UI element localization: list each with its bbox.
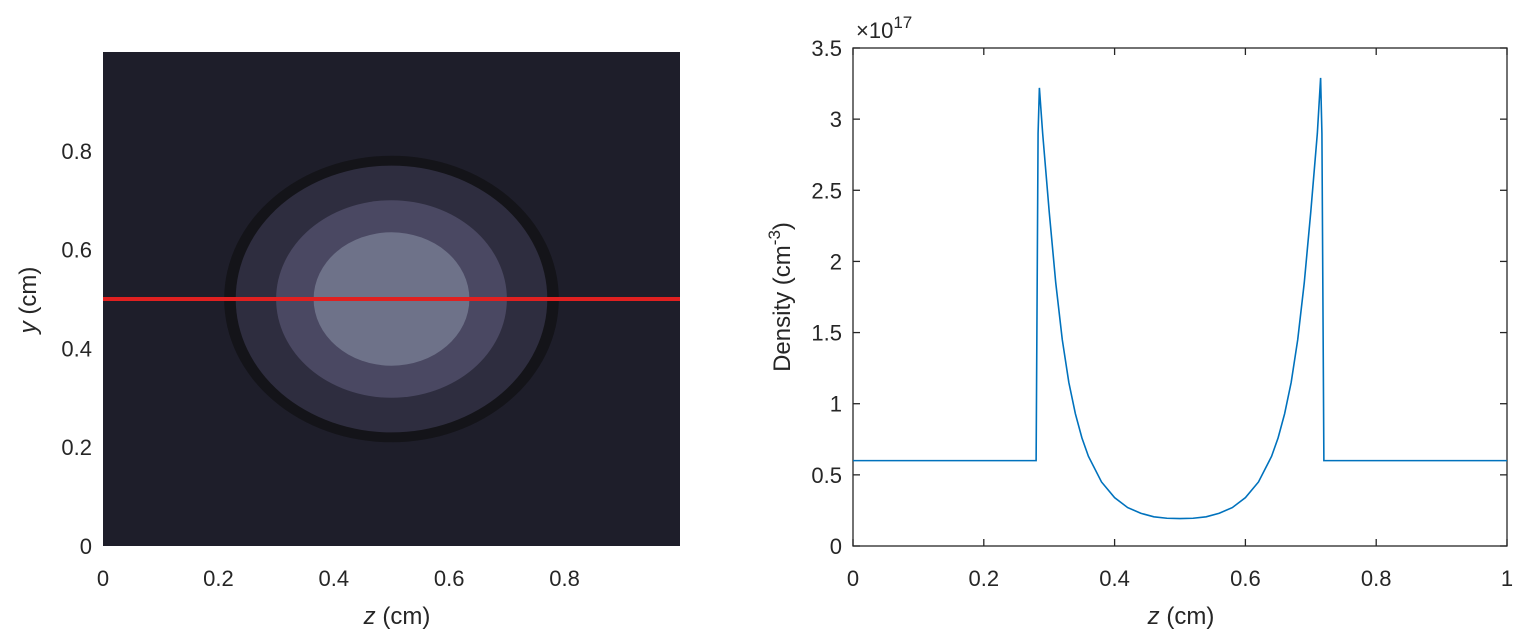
right-y-tick-label: 3.5 [811,36,842,61]
left-x-axis-label: z (cm) [363,603,431,630]
right-chart: 0 0.2 0.4 0.6 0.8 1 0 0.5 1 1.5 2 2.5 3 3.5 ×1017 z … [765,13,1513,630]
left-y-tick-label: 0.4 [61,336,92,361]
right-x-tick-label: 0.8 [1361,566,1392,591]
left-x-tick-label: 0 [97,566,109,591]
right-x-tick-label: 0.2 [969,566,1000,591]
right-y-ticks: 0 0.5 1 1.5 2 2.5 3 3.5 [811,36,842,559]
left-y-tick-label: 0.6 [61,238,92,263]
left-x-tick-label: 0.6 [434,566,465,591]
right-y-axis-label: Density (cm-3) [765,222,796,372]
left-y-tick-label: 0.2 [61,435,92,460]
left-y-tick-label: 0.8 [61,139,92,164]
left-x-tick-label: 0.4 [319,566,350,591]
right-y-tick-label: 1 [830,392,842,417]
right-y-tick-label: 3 [830,107,842,132]
right-x-ticks: 0 0.2 0.4 0.6 0.8 1 [847,566,1513,591]
right-tick-marks [852,47,1508,547]
right-x-tick-label: 0.4 [1099,566,1130,591]
right-x-tick-label: 0 [847,566,859,591]
left-y-axis-label: y (cm) [15,267,42,336]
right-y-tick-label: 0.5 [811,463,842,488]
density-series-line [853,77,1507,520]
left-chart: 0 0.2 0.4 0.6 0.8 0 0.2 0.4 0.6 0.8 z (cm) y (cm… [15,52,680,630]
left-x-tick-label: 0.2 [203,566,234,591]
left-x-tick-label: 0.8 [549,566,580,591]
right-x-tick-label: 0.6 [1230,566,1261,591]
right-y-tick-label: 2.5 [811,178,842,203]
left-x-ticks: 0 0.2 0.4 0.6 0.8 [97,566,580,591]
right-y-tick-label: 0 [830,534,842,559]
right-y-tick-label: 2 [830,249,842,274]
right-y-tick-label: 1.5 [811,321,842,346]
left-y-ticks: 0 0.2 0.4 0.6 0.8 [61,139,92,559]
right-x-tick-label: 1 [1501,566,1513,591]
y-exponent-label: ×1017 [856,13,912,43]
right-plot-frame [852,47,1508,547]
left-y-tick-label: 0 [80,534,92,559]
right-x-axis-label: z (cm) [1147,603,1215,630]
